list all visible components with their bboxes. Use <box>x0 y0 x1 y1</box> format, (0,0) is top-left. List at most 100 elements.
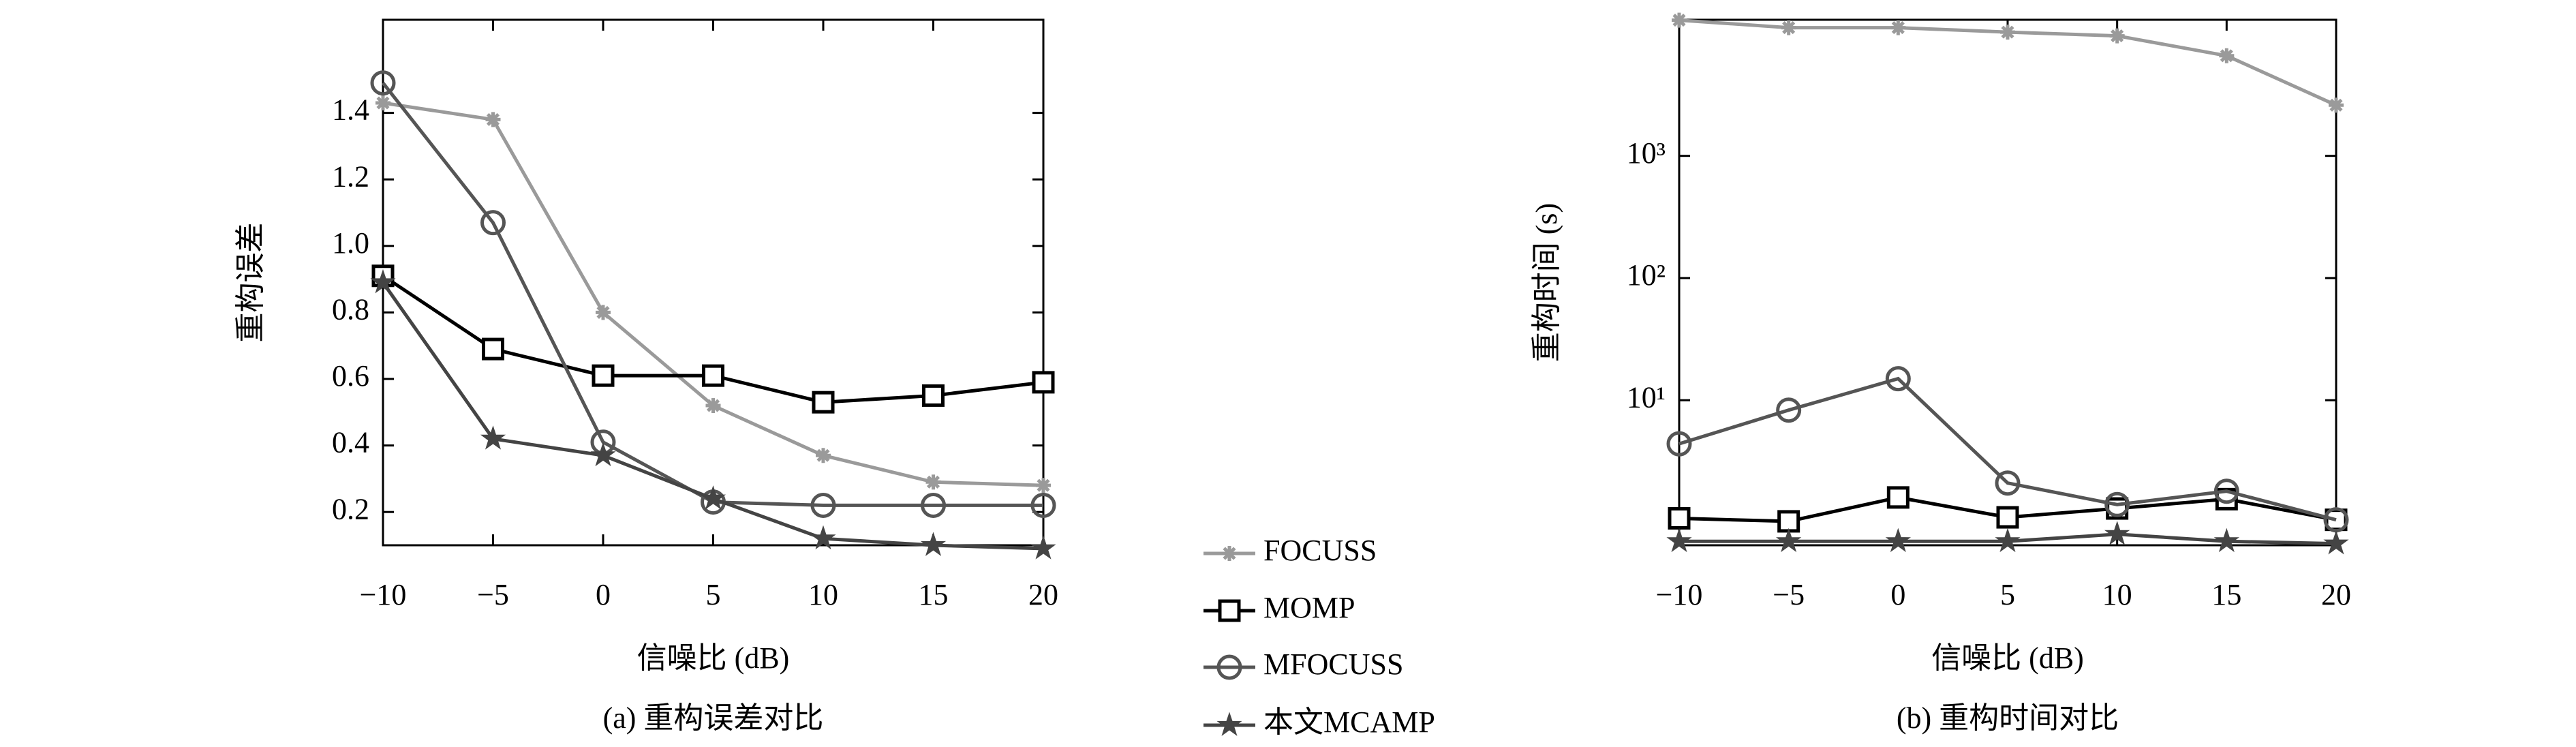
marker <box>1777 510 1800 533</box>
marker <box>590 442 616 467</box>
marker-stroke <box>2329 98 2343 112</box>
marker-square <box>1886 486 1910 509</box>
marker-stroke <box>2220 49 2233 63</box>
marker <box>920 532 947 556</box>
marker-stroke <box>2001 25 2014 39</box>
marker <box>925 474 941 490</box>
marker-square <box>482 337 504 361</box>
marker <box>1668 506 1691 530</box>
marker-stroke <box>1037 478 1050 492</box>
marker-stroke <box>2111 29 2124 43</box>
marker <box>705 398 721 414</box>
marker-square <box>1218 599 1241 622</box>
x-tick-label: 20 <box>1028 578 1058 611</box>
series-line <box>382 82 1043 507</box>
marker <box>1885 366 1911 392</box>
marker-square <box>1777 510 1800 533</box>
marker <box>2323 530 2349 555</box>
y-tick-label: 1.2 <box>332 159 369 193</box>
marker-stroke <box>706 399 720 412</box>
marker <box>1216 712 1242 736</box>
marker-star <box>1216 712 1242 736</box>
marker <box>2104 491 2130 517</box>
marker <box>810 492 836 518</box>
marker-star <box>1775 528 1802 553</box>
marker-star <box>370 269 396 294</box>
marker <box>485 112 501 127</box>
x-tick-label: 10 <box>2102 578 2132 611</box>
marker <box>816 448 831 463</box>
marker-circle <box>2104 491 2130 517</box>
marker <box>1036 478 1051 493</box>
marker-stroke <box>1782 21 1796 35</box>
marker-square <box>702 364 724 387</box>
marker <box>2104 521 2130 545</box>
x-tick-label: 15 <box>2211 578 2241 611</box>
x-tick-label: −5 <box>477 578 509 611</box>
marker-star <box>920 532 947 556</box>
marker <box>1776 397 1802 423</box>
marker-star <box>2213 528 2240 553</box>
marker <box>370 269 396 294</box>
marker <box>482 337 504 361</box>
x-tick-label: 0 <box>1890 578 1905 611</box>
y-tick-label: 1.0 <box>332 226 369 260</box>
marker <box>922 384 945 407</box>
marker-stroke <box>1891 21 1905 35</box>
marker <box>596 305 611 320</box>
marker-star <box>1030 535 1056 560</box>
x-tick-label: −5 <box>1773 578 1805 611</box>
marker-stroke <box>1223 547 1236 560</box>
marker-star <box>1666 528 1692 553</box>
marker <box>2329 97 2344 113</box>
y-tick-label: 10³ <box>1627 136 1666 170</box>
x-tick-label: 5 <box>2000 578 2015 611</box>
y-tick-label: 1.4 <box>332 93 369 127</box>
marker <box>592 364 615 387</box>
marker <box>1032 371 1055 394</box>
x-tick-label: 15 <box>919 578 949 611</box>
marker <box>370 70 396 96</box>
series-line <box>382 101 1044 487</box>
marker <box>1886 486 1910 509</box>
marker-circle <box>810 492 836 518</box>
marker-square <box>1996 506 2019 529</box>
x-axis-label: 信噪比 (dB) <box>637 641 790 675</box>
caption: (b) 重构时间对比 <box>1897 701 2119 735</box>
legend-item: MFOCUSS <box>1203 647 1403 681</box>
y-axis-label: 重构时间 (s) <box>1530 203 1563 362</box>
legend-item: 本文MCAMP <box>1203 705 1435 739</box>
marker-square <box>812 391 835 414</box>
marker-star <box>2104 521 2130 545</box>
marker-circle <box>1776 397 1802 423</box>
marker-square <box>592 364 615 387</box>
marker <box>702 364 724 387</box>
marker-star <box>480 425 506 450</box>
marker-circle <box>1995 470 2021 496</box>
marker <box>810 525 836 550</box>
marker <box>2109 28 2125 44</box>
x-tick-label: −10 <box>1656 578 1703 611</box>
marker-circle <box>921 492 946 518</box>
marker <box>1666 528 1692 553</box>
x-tick-label: 5 <box>706 578 721 611</box>
x-tick-label: 0 <box>596 578 611 611</box>
marker <box>480 425 506 450</box>
marker-star <box>2323 530 2349 555</box>
x-tick-label: 20 <box>2321 578 2351 611</box>
marker <box>1890 20 1906 35</box>
legend-label: MOMP <box>1263 591 1355 624</box>
marker <box>1218 599 1241 622</box>
marker <box>1030 492 1056 518</box>
legend-label: MFOCUSS <box>1263 647 1403 681</box>
marker <box>2219 48 2235 63</box>
marker-circle <box>1885 366 1911 392</box>
y-tick-label: 0.2 <box>332 492 369 525</box>
marker <box>375 95 390 110</box>
marker <box>921 492 946 518</box>
marker <box>1222 546 1237 561</box>
marker <box>1030 535 1056 560</box>
marker <box>1775 528 1802 553</box>
marker-stroke <box>1672 14 1686 27</box>
